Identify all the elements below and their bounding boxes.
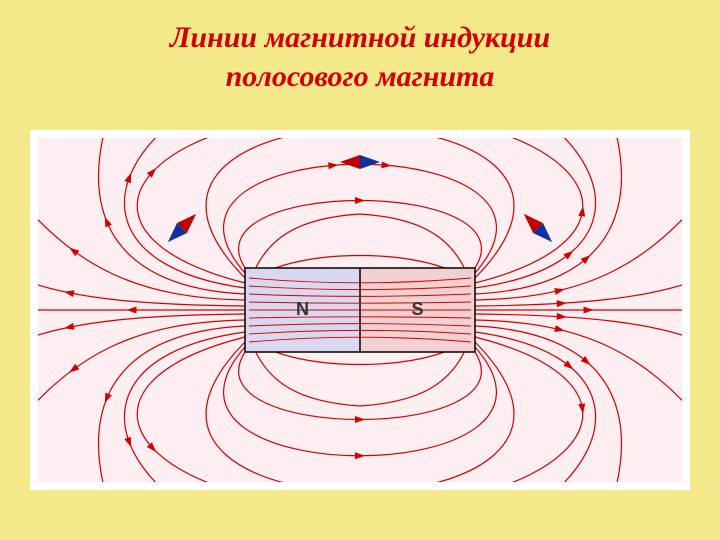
figure-inner: N S (38, 138, 682, 482)
pole-label-s: S (411, 299, 423, 319)
figure-panel: N S (30, 130, 690, 490)
pole-label-n: N (296, 299, 309, 319)
slide-title: Линии магнитной индукции полосового магн… (0, 0, 720, 96)
magnetic-field-diagram: N S (38, 138, 682, 482)
bar-magnet: N S (245, 268, 475, 352)
title-line-1: Линии магнитной индукции (170, 21, 550, 54)
slide: Линии магнитной индукции полосового магн… (0, 0, 720, 540)
title-line-2: полосового магнита (226, 60, 495, 93)
